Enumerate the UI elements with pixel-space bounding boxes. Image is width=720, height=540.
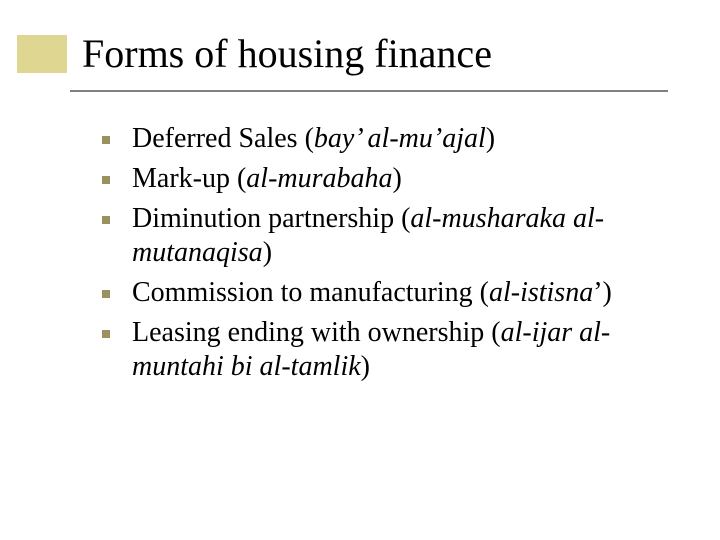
- list-item-text: Mark-up (al-murabaha): [132, 162, 662, 196]
- title-underline: [70, 90, 668, 92]
- list-item: Mark-up (al-murabaha): [102, 162, 662, 196]
- bullet-square-icon: [102, 216, 110, 224]
- list-item: Diminution partnership (al-musharaka al-…: [102, 202, 662, 270]
- bullet-square-icon: [102, 290, 110, 298]
- bullet-square-icon: [102, 330, 110, 338]
- list-item: Commission to manufacturing (al-istisna’…: [102, 276, 662, 310]
- list-item-text: Commission to manufacturing (al-istisna’…: [132, 276, 662, 310]
- bullet-square-icon: [102, 176, 110, 184]
- list-item-text: Diminution partnership (al-musharaka al-…: [132, 202, 662, 270]
- list-item: Leasing ending with ownership (al-ijar a…: [102, 316, 662, 384]
- list-item: Deferred Sales (bay’ al-mu’ajal): [102, 122, 662, 156]
- slide-title: Forms of housing finance: [82, 30, 492, 77]
- bullet-square-icon: [102, 136, 110, 144]
- list-item-text: Leasing ending with ownership (al-ijar a…: [132, 316, 662, 384]
- slide: Forms of housing finance Deferred Sales …: [0, 0, 720, 540]
- list-item-text: Deferred Sales (bay’ al-mu’ajal): [132, 122, 662, 156]
- slide-body: Deferred Sales (bay’ al-mu’ajal) Mark-up …: [102, 122, 662, 390]
- title-accent-block: [17, 35, 67, 73]
